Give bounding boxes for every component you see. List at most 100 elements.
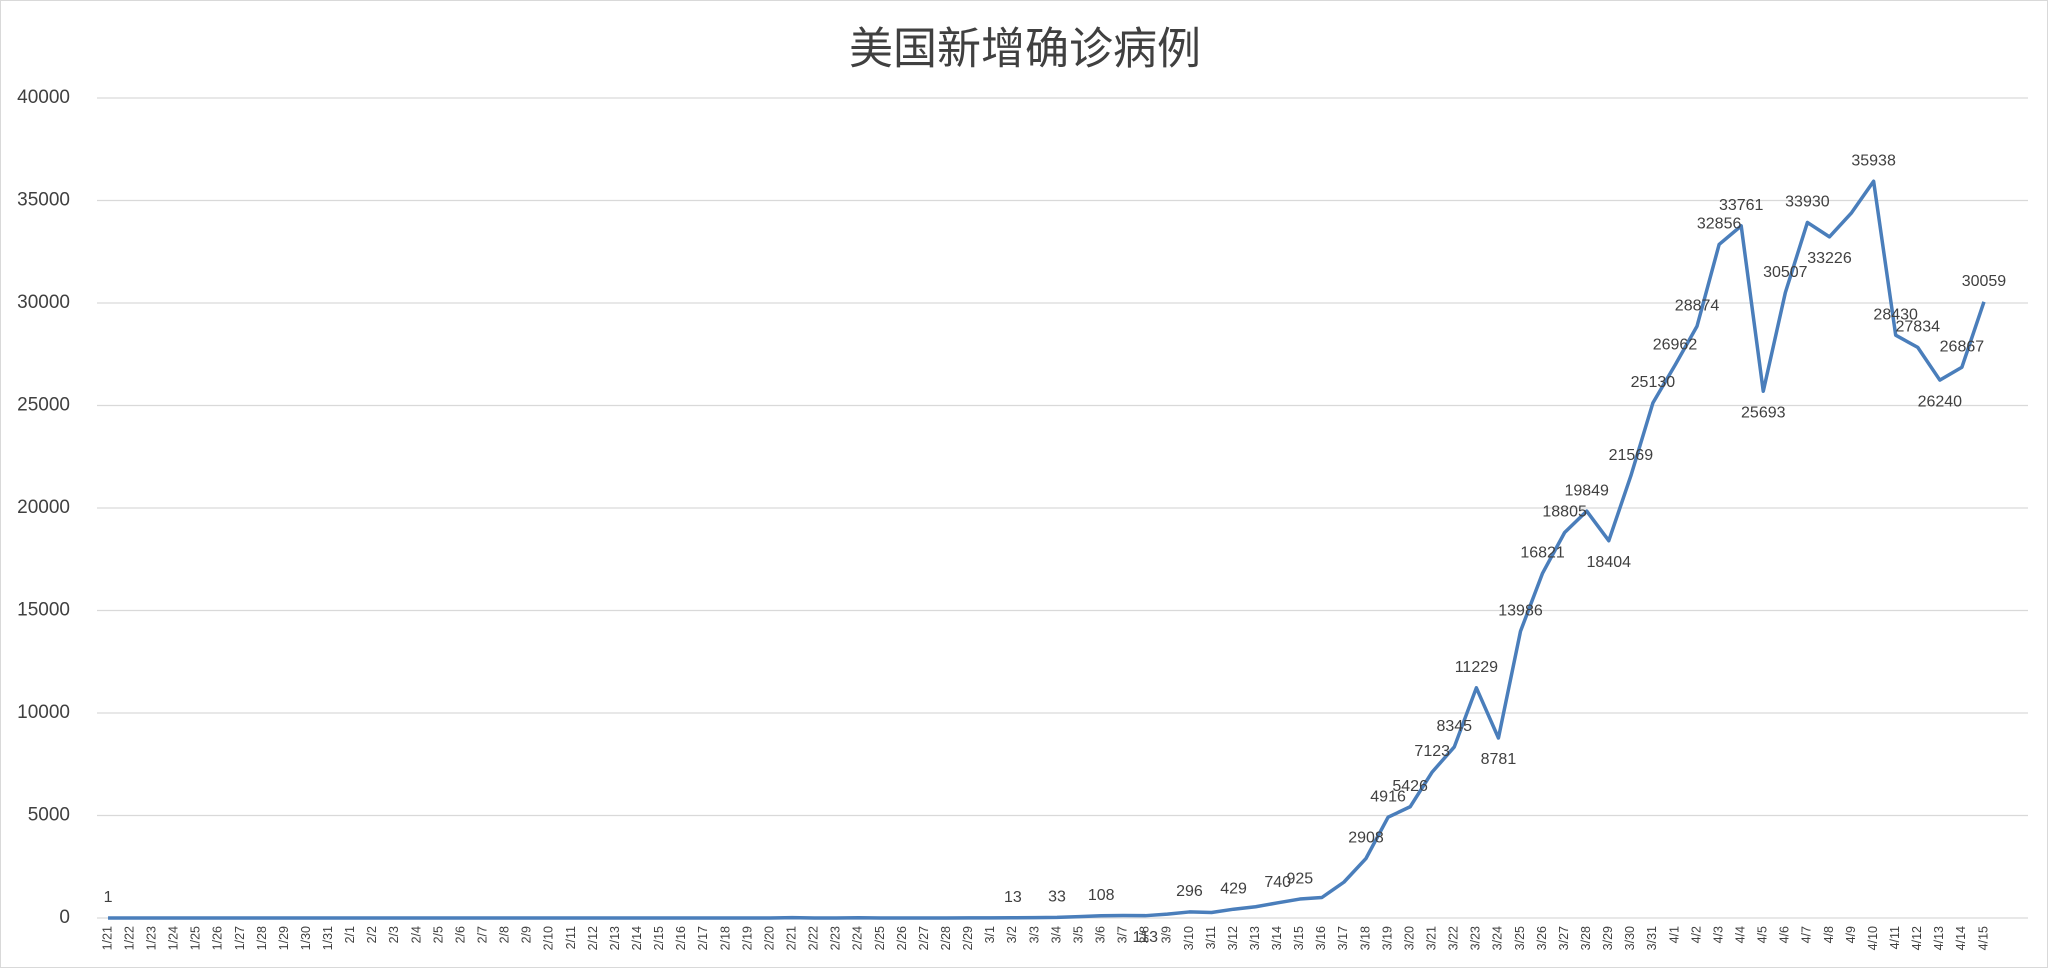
x-tick-label: 3/18 [1358, 926, 1372, 950]
x-tick-label: 4/9 [1844, 926, 1858, 943]
x-tick-label: 3/22 [1447, 926, 1461, 950]
x-tick-label: 3/6 [1093, 926, 1107, 943]
y-tick-label: 20000 [17, 497, 70, 518]
data-label: 32856 [1697, 216, 1742, 233]
x-tick-label: 3/29 [1601, 926, 1615, 950]
data-label: 27834 [1896, 319, 1941, 336]
x-tick-label: 4/11 [1888, 926, 1902, 949]
data-label: 28430 [1873, 306, 1918, 323]
x-tick-label: 2/28 [939, 926, 953, 950]
x-tick-label: 2/13 [608, 926, 622, 950]
x-tick-label: 3/8 [1138, 926, 1152, 943]
data-label: 13 [1004, 889, 1022, 906]
x-tick-label: 2/19 [740, 926, 754, 950]
x-tick-label: 3/12 [1226, 926, 1240, 950]
x-tick-label: 1/27 [233, 926, 247, 950]
x-tick-label: 2/2 [365, 926, 379, 943]
y-tick-label: 35000 [17, 190, 70, 211]
x-tick-label: 2/26 [895, 926, 909, 950]
data-label: 35938 [1851, 152, 1896, 169]
data-label: 2908 [1348, 830, 1384, 847]
x-tick-label: 4/8 [1822, 926, 1836, 943]
data-label: 26867 [1940, 338, 1985, 355]
x-tick-label: 2/18 [718, 926, 732, 950]
x-tick-label: 3/23 [1469, 926, 1483, 950]
x-tick-label: 2/4 [409, 926, 423, 943]
x-tick-label: 3/27 [1557, 926, 1571, 950]
x-tick-label: 1/29 [277, 926, 291, 950]
chart-title: 美国新增确诊病例 [849, 25, 1201, 74]
x-tick-label: 4/13 [1932, 926, 1946, 950]
x-tick-label: 3/5 [1071, 926, 1085, 943]
x-tick-label: 4/2 [1689, 926, 1703, 943]
x-tick-label: 3/14 [1270, 926, 1284, 950]
x-tick-label: 2/25 [873, 926, 887, 950]
x-tick-label: 3/3 [1027, 926, 1041, 943]
x-tick-label: 4/1 [1667, 926, 1681, 943]
y-tick-label: 5000 [28, 805, 70, 826]
x-tick-label: 4/10 [1866, 926, 1880, 950]
x-tick-label: 1/28 [255, 926, 269, 950]
x-tick-label: 3/19 [1380, 926, 1394, 950]
y-tick-label: 15000 [17, 600, 70, 621]
x-tick-label: 1/25 [189, 926, 203, 950]
x-tick-label: 2/6 [453, 926, 467, 943]
data-label: 740 [1264, 874, 1291, 891]
data-label: 925 [1286, 870, 1313, 887]
y-tick-label: 30000 [17, 292, 70, 313]
data-label: 33 [1048, 889, 1066, 906]
data-label: 19849 [1564, 482, 1609, 499]
data-label: 33930 [1785, 194, 1830, 211]
data-label: 21569 [1609, 447, 1654, 464]
y-tick-label: 10000 [17, 702, 70, 723]
data-label: 26962 [1653, 336, 1698, 353]
x-tick-label: 3/11 [1204, 926, 1218, 949]
x-tick-label: 4/6 [1778, 926, 1792, 943]
x-tick-label: 3/28 [1579, 926, 1593, 950]
x-tick-label: 3/25 [1513, 926, 1527, 950]
x-tick-label: 1/22 [122, 926, 136, 950]
data-label: 4916 [1370, 788, 1406, 805]
x-tick-label: 1/21 [100, 926, 114, 950]
data-label: 8781 [1481, 751, 1517, 768]
x-tick-label: 3/15 [1292, 926, 1306, 950]
data-label: 8345 [1436, 718, 1472, 735]
x-tick-label: 4/5 [1756, 926, 1770, 943]
y-tick-label: 25000 [17, 395, 70, 416]
data-label: 28874 [1675, 297, 1720, 314]
x-tick-label: 2/5 [431, 926, 445, 943]
x-tick-label: 2/11 [564, 926, 578, 949]
x-tick-label: 1/30 [299, 926, 313, 950]
data-label: 5426 [1392, 778, 1428, 795]
y-tick-label: 40000 [17, 87, 70, 108]
y-tick-label: 0 [59, 907, 70, 928]
x-tick-label: 1/26 [211, 926, 225, 950]
x-tick-label: 4/4 [1733, 926, 1747, 943]
data-label: 108 [1088, 887, 1115, 904]
data-label: 33761 [1719, 197, 1764, 214]
data-label: 33226 [1807, 250, 1852, 267]
x-tick-label: 4/7 [1800, 926, 1814, 943]
data-label: 30059 [1962, 273, 2007, 290]
x-tick-label: 1/23 [144, 926, 158, 950]
x-tick-label: 2/12 [586, 926, 600, 950]
x-tick-label: 2/27 [917, 926, 931, 950]
data-label: 25693 [1741, 405, 1786, 422]
data-label: 7123 [1414, 743, 1450, 760]
x-tick-label: 3/30 [1623, 926, 1637, 950]
x-tick-label: 2/17 [696, 926, 710, 950]
x-tick-label: 3/31 [1645, 926, 1659, 950]
data-label: 18805 [1542, 504, 1587, 521]
x-tick-label: 2/22 [807, 926, 821, 950]
data-label: 13986 [1498, 603, 1543, 620]
x-tick-label: 3/24 [1491, 926, 1505, 950]
data-label: 30507 [1763, 264, 1808, 281]
data-label: 11229 [1455, 659, 1498, 676]
x-tick-label: 2/21 [784, 926, 798, 950]
x-tick-label: 3/26 [1535, 926, 1549, 950]
x-tick-label: 3/21 [1425, 926, 1439, 950]
x-tick-label: 3/13 [1248, 926, 1262, 950]
x-tick-label: 2/16 [674, 926, 688, 950]
